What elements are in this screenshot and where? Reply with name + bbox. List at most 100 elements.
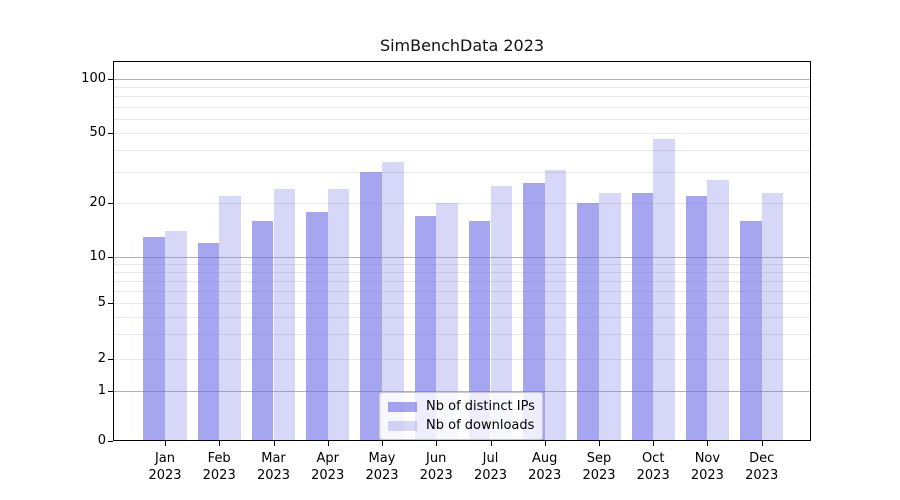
y-tick-mark-10 <box>108 257 113 258</box>
gridline-minor-90 <box>114 87 810 89</box>
bar-jul-nb-of-downloads <box>490 186 513 440</box>
x-tick-year: 2023 <box>148 468 182 483</box>
y-tick-label-0: 0 <box>97 433 106 448</box>
x-tick-mark-nov <box>707 441 709 446</box>
x-tick-month: Apr <box>316 451 339 466</box>
gridline-major-100 <box>114 79 810 80</box>
bar-may-nb-of-distinct-ips <box>360 172 382 440</box>
x-tick-month: Jul <box>482 451 499 466</box>
y-tick-label-10: 10 <box>89 249 106 264</box>
bar-mar-nb-of-downloads <box>273 189 296 440</box>
bar-feb-nb-of-distinct-ips <box>197 242 220 440</box>
gridline-major-1 <box>114 390 810 392</box>
x-tick-mark-oct <box>653 441 655 446</box>
x-tick-year: 2023 <box>636 468 670 483</box>
x-tick-year: 2023 <box>202 468 236 483</box>
bar-sep-nb-of-distinct-ips <box>577 203 599 440</box>
x-tick-label-jan: Jan 2023 <box>135 450 195 484</box>
chart-title: SimBenchData 2023 <box>379 36 545 55</box>
x-tick-mark-sep <box>599 441 600 446</box>
bar-dec-nb-of-downloads <box>761 192 784 440</box>
y-tick-mark-1 <box>108 390 113 392</box>
bar-dec-nb-of-distinct-ips <box>740 220 762 440</box>
bar-jan-nb-of-downloads <box>165 231 187 440</box>
gridline-minor-9 <box>114 264 810 265</box>
bar-oct-nb-of-distinct-ips <box>631 192 654 440</box>
bar-aug-nb-of-downloads <box>544 169 567 440</box>
x-tick-month: Dec <box>749 451 775 466</box>
x-tick-month: May <box>368 451 396 466</box>
x-tick-month: Aug <box>531 451 558 466</box>
x-tick-month: Mar <box>261 451 286 466</box>
bar-aug-nb-of-distinct-ips <box>523 183 545 440</box>
x-tick-label-jul: Jul 2023 <box>461 450 521 484</box>
x-tick-year: 2023 <box>690 468 724 483</box>
x-tick-mark-aug <box>544 441 546 446</box>
gridline-minor-60 <box>114 118 810 120</box>
gridline-minor-4 <box>114 316 810 318</box>
bar-nov-nb-of-distinct-ips <box>685 196 708 440</box>
legend: Nb of distinct IPs Nb of downloads <box>379 392 543 440</box>
y-tick-label-50: 50 <box>89 124 106 140</box>
bar-sep-nb-of-downloads <box>599 192 621 440</box>
x-tick-label-oct: Oct 2023 <box>623 450 683 484</box>
x-tick-year: 2023 <box>365 468 399 483</box>
y-tick-mark-20 <box>108 203 113 205</box>
bar-may-nb-of-downloads <box>382 162 404 440</box>
x-tick-label-sep: Sep 2023 <box>569 450 629 484</box>
bar-feb-nb-of-downloads <box>219 196 241 440</box>
bar-mar-nb-of-distinct-ips <box>251 220 274 440</box>
y-tick-label-5: 5 <box>97 295 106 310</box>
x-tick-mark-jun <box>436 441 438 446</box>
gridline-major-10 <box>114 257 810 258</box>
x-tick-year: 2023 <box>311 468 345 483</box>
legend-entry-nb-of-distinct-ips: Nb of distinct IPs <box>388 399 535 414</box>
x-tick-mark-jul <box>490 441 492 446</box>
y-tick-mark-50 <box>108 132 113 134</box>
gridline-minor-8 <box>114 271 810 273</box>
x-tick-mark-mar <box>273 441 275 446</box>
x-tick-month: Sep <box>586 451 612 466</box>
x-tick-mark-feb <box>219 441 221 446</box>
x-tick-mark-apr <box>327 441 329 446</box>
gridline-minor-7 <box>114 280 810 282</box>
x-tick-month: Jun <box>426 451 447 466</box>
bar-oct-nb-of-downloads <box>653 139 675 440</box>
gridline-minor-20 <box>114 203 810 205</box>
x-tick-label-apr: Apr 2023 <box>298 450 358 484</box>
legend-entry-nb-of-downloads: Nb of downloads <box>388 418 534 433</box>
x-tick-year: 2023 <box>473 468 508 483</box>
y-tick-label-100: 100 <box>81 71 106 86</box>
x-tick-label-may: May 2023 <box>352 450 412 484</box>
legend-swatch-nb-of-distinct-ips <box>388 401 417 412</box>
bar-apr-nb-of-distinct-ips <box>306 211 328 440</box>
x-tick-year: 2023 <box>582 468 616 483</box>
y-tick-mark-100 <box>108 79 113 80</box>
bar-jan-nb-of-distinct-ips <box>143 236 165 440</box>
gridline-minor-70 <box>114 106 810 108</box>
x-tick-mark-jan <box>165 441 166 446</box>
bar-nov-nb-of-downloads <box>707 180 730 440</box>
legend-swatch-nb-of-downloads <box>388 420 417 431</box>
legend-label-nb-of-distinct-ips: Nb of distinct IPs <box>426 399 535 414</box>
bar-jul-nb-of-distinct-ips <box>468 220 491 440</box>
x-tick-mark-may <box>382 441 383 446</box>
y-tick-mark-5 <box>108 303 113 304</box>
x-tick-month: Feb <box>207 451 231 466</box>
gridline-minor-40 <box>114 149 810 151</box>
x-tick-label-mar: Mar 2023 <box>244 450 304 484</box>
gridline-minor-30 <box>114 172 810 174</box>
y-tick-label-2: 2 <box>97 351 106 366</box>
y-tick-mark-2 <box>108 359 113 360</box>
bar-apr-nb-of-downloads <box>327 189 350 440</box>
x-tick-year: 2023 <box>745 468 779 483</box>
x-tick-mark-dec <box>761 441 763 446</box>
x-tick-year: 2023 <box>528 468 562 483</box>
x-tick-month: Jan <box>154 451 176 466</box>
y-tick-mark-0 <box>108 441 113 442</box>
legend-label-nb-of-downloads: Nb of downloads <box>426 418 535 433</box>
gridline-minor-3 <box>114 334 810 336</box>
y-tick-label-20: 20 <box>89 195 106 211</box>
plot-area <box>113 61 811 441</box>
